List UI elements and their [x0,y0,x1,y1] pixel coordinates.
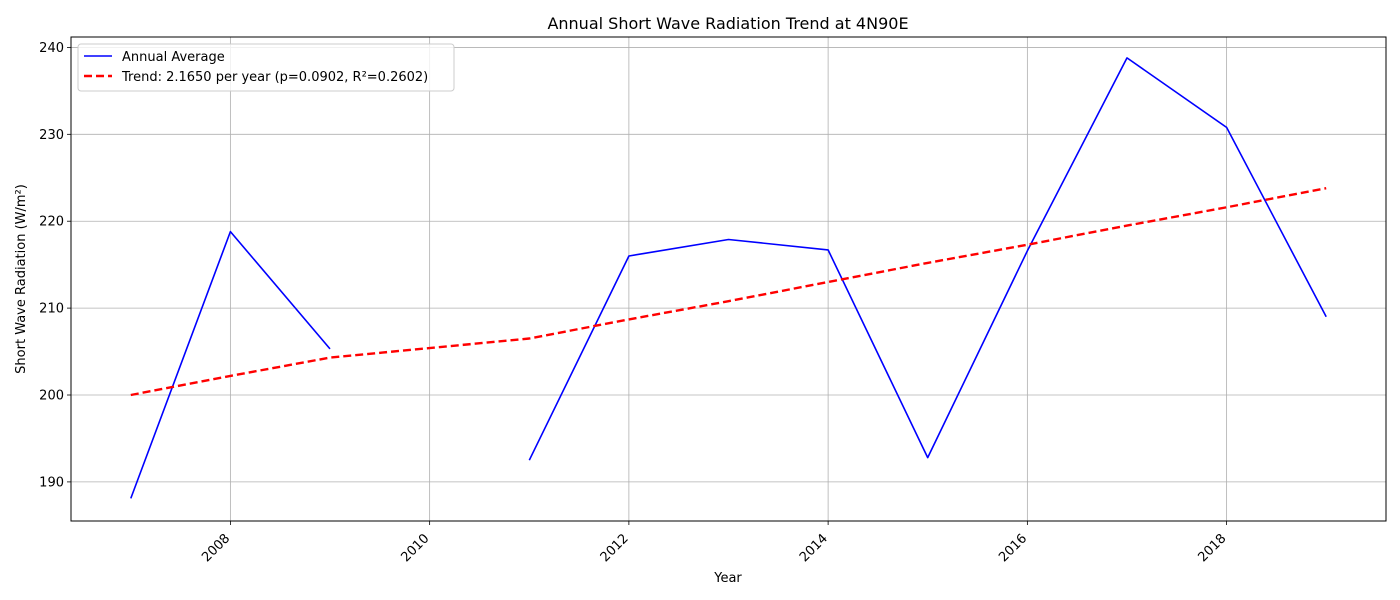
annual-average-line [130,230,331,499]
y-tick-label: 190 [39,475,64,490]
x-tick-label: 2018 [1195,531,1229,565]
y-tick-label: 220 [39,215,64,230]
annual-average-line [528,57,1327,461]
legend: Annual Average Trend: 2.1650 per year (p… [77,43,455,92]
series-layer [130,57,1327,499]
legend-label-annual-average: Annual Average [122,50,225,65]
x-tick-label: 2010 [398,531,432,565]
trend-line [130,187,1327,397]
grid [71,37,1386,521]
y-axis-label: Short Wave Radiation (W/m²) [14,184,29,374]
legend-box [77,43,455,92]
y-tick-label: 200 [39,389,64,404]
x-tick-label: 2016 [996,531,1030,565]
axes: 2008 2010 2012 2014 2016 2018 190 200 210 220 230 2… [39,41,1229,565]
x-tick-label: 2012 [598,531,632,565]
x-axis-label: Year [713,571,742,586]
x-tick-label: 2014 [797,531,831,565]
y-tick-label: 240 [39,41,64,56]
legend-label-trend: Trend: 2.1650 per year (p=0.0902, R²=0.2… [121,70,428,85]
y-tick-label: 230 [39,128,64,143]
y-tick-label: 210 [39,302,64,317]
x-tick-label: 2008 [199,531,233,565]
chart-title: Annual Short Wave Radiation Trend at 4N9… [547,14,908,33]
plot-frame [70,36,1387,522]
